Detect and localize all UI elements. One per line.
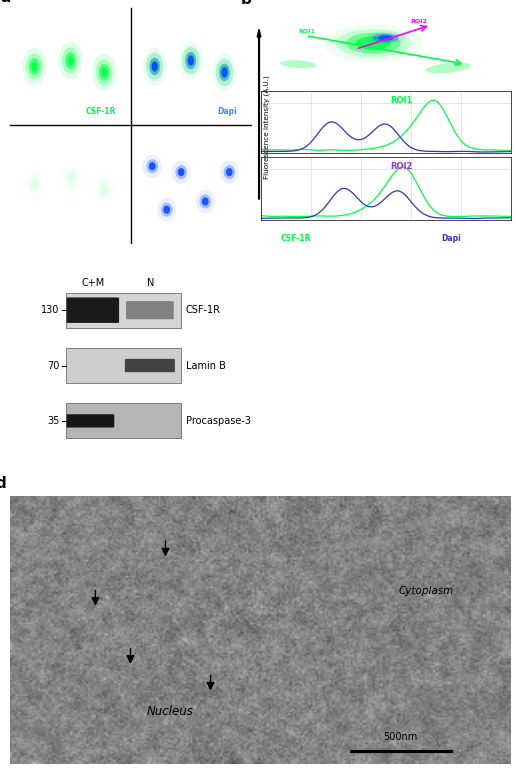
Bar [66,403,181,438]
Ellipse shape [149,58,160,75]
Ellipse shape [221,68,228,77]
Text: N: N [148,278,155,288]
Bar [66,348,181,383]
Text: ROI2: ROI2 [411,19,428,24]
Ellipse shape [280,60,316,68]
Text: ROI2: ROI2 [391,162,413,171]
Ellipse shape [152,62,158,71]
FancyBboxPatch shape [67,415,114,428]
Ellipse shape [200,195,211,208]
Ellipse shape [178,168,185,176]
Ellipse shape [323,25,423,62]
Ellipse shape [92,53,116,91]
Ellipse shape [220,161,239,184]
Ellipse shape [149,58,160,75]
Ellipse shape [346,33,401,53]
Ellipse shape [223,165,235,179]
Text: 10μm: 10μm [457,74,475,80]
Ellipse shape [146,53,163,80]
Ellipse shape [142,48,167,85]
Ellipse shape [202,198,208,205]
Ellipse shape [101,68,107,77]
Ellipse shape [182,47,199,73]
Ellipse shape [142,154,162,178]
Text: 500nm: 500nm [383,732,418,742]
Ellipse shape [182,46,200,75]
Text: b: b [240,0,251,7]
Ellipse shape [216,59,233,86]
Ellipse shape [157,198,176,222]
Text: CSF-1R: CSF-1R [281,234,311,243]
Ellipse shape [185,52,196,69]
Text: Lamin B: Lamin B [186,361,226,371]
Text: Procaspase-3: Procaspase-3 [186,416,251,426]
Text: Nucleus: Nucleus [147,705,194,718]
Ellipse shape [58,42,83,80]
Bar [66,293,181,327]
Ellipse shape [68,56,73,66]
Ellipse shape [185,52,196,69]
Ellipse shape [219,64,230,81]
Text: Dapi: Dapi [217,107,236,116]
Text: C+M: C+M [82,278,105,288]
Text: ROI1: ROI1 [391,96,413,105]
Text: Cytoplasm: Cytoplasm [398,586,454,596]
Ellipse shape [96,59,112,86]
Ellipse shape [171,161,191,184]
Text: a: a [1,0,11,5]
Text: IgG: IgG [63,224,78,233]
Text: 10μm: 10μm [221,223,239,229]
Ellipse shape [425,63,471,73]
Ellipse shape [68,173,73,183]
Ellipse shape [146,52,164,81]
Text: CSF-1R: CSF-1R [186,305,221,315]
Text: Dapi: Dapi [441,234,460,243]
Ellipse shape [213,53,236,91]
FancyBboxPatch shape [126,301,174,319]
Text: ROI1: ROI1 [298,29,315,34]
Text: Fluorescence intensity (A.U.): Fluorescence intensity (A.U.) [264,76,270,179]
Ellipse shape [216,58,234,87]
Ellipse shape [175,165,187,179]
Ellipse shape [366,32,405,45]
Text: 70: 70 [47,361,60,371]
Ellipse shape [161,202,172,217]
Ellipse shape [22,48,46,85]
Ellipse shape [378,36,393,41]
Ellipse shape [373,33,399,42]
Ellipse shape [149,162,156,171]
Ellipse shape [26,53,43,80]
Text: CSF-1R: CSF-1R [86,107,116,116]
FancyBboxPatch shape [125,359,175,372]
Ellipse shape [164,205,170,214]
Ellipse shape [31,179,37,188]
Ellipse shape [147,159,158,173]
Ellipse shape [101,185,107,195]
Ellipse shape [221,67,228,77]
Ellipse shape [65,52,76,69]
Ellipse shape [188,56,194,66]
Ellipse shape [29,58,40,75]
Text: d: d [0,476,6,490]
Ellipse shape [152,61,158,72]
Ellipse shape [99,64,109,81]
Ellipse shape [219,63,230,81]
Ellipse shape [62,47,79,73]
Text: 130: 130 [41,305,60,315]
Ellipse shape [335,29,411,57]
Ellipse shape [226,168,233,176]
Ellipse shape [196,190,215,213]
Text: 35: 35 [47,416,60,426]
Ellipse shape [188,56,194,66]
FancyBboxPatch shape [67,297,119,323]
Ellipse shape [31,62,37,71]
Ellipse shape [179,42,203,80]
Ellipse shape [356,36,391,49]
